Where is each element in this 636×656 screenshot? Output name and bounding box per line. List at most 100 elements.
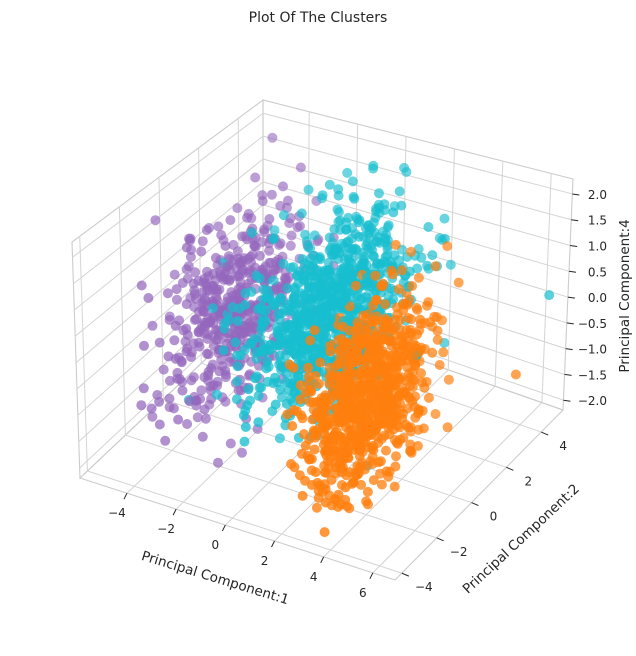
point-cluster-1 bbox=[232, 361, 243, 372]
point-cluster-2 bbox=[427, 347, 438, 358]
point-cluster-1 bbox=[240, 288, 251, 299]
point-cluster-1 bbox=[243, 384, 254, 395]
point-cluster-2 bbox=[344, 467, 355, 478]
point-cluster-1 bbox=[281, 377, 292, 388]
point-cluster-2 bbox=[391, 451, 401, 462]
point-cluster-2 bbox=[319, 397, 329, 408]
point-cluster-1 bbox=[361, 240, 372, 251]
y-tick-mark bbox=[436, 537, 444, 542]
point-cluster-1 bbox=[282, 302, 293, 313]
z-tick-mark bbox=[563, 399, 571, 402]
point-cluster-1 bbox=[416, 252, 427, 263]
point-cluster-0 bbox=[170, 320, 181, 331]
point-cluster-0 bbox=[197, 305, 208, 315]
y-tick-mark bbox=[401, 572, 409, 577]
point-cluster-2 bbox=[397, 408, 408, 419]
z-tick-mark bbox=[565, 348, 573, 351]
axis-ticks: −4 −2 0 2 4 6 −4 −2 0 2 4 −2.0 −1.5 −1.0 −0.5 0.0 0.5 1.0… bbox=[108, 188, 607, 600]
point-cluster-1 bbox=[339, 295, 350, 306]
point-cluster-2 bbox=[368, 445, 379, 455]
point-cluster-1 bbox=[297, 254, 308, 265]
point-cluster-1 bbox=[321, 288, 332, 299]
point-cluster-0 bbox=[234, 271, 245, 282]
point-cluster-0 bbox=[242, 212, 253, 223]
point-cluster-0 bbox=[232, 203, 243, 214]
point-cluster-1 bbox=[333, 190, 344, 201]
point-cluster-0 bbox=[199, 404, 210, 415]
point-cluster-1 bbox=[289, 291, 300, 302]
point-cluster-0 bbox=[158, 364, 169, 375]
point-cluster-0 bbox=[154, 396, 165, 407]
point-cluster-2 bbox=[303, 362, 314, 373]
y-tick-label: −4 bbox=[415, 580, 433, 594]
point-cluster-1 bbox=[232, 376, 243, 387]
point-cluster-0 bbox=[220, 241, 231, 251]
grid-line-z-left bbox=[72, 112, 264, 258]
point-cluster-1 bbox=[349, 193, 360, 204]
z-tick-mark bbox=[568, 270, 577, 273]
point-cluster-0 bbox=[203, 370, 214, 381]
point-cluster-1 bbox=[399, 162, 410, 173]
point-cluster-2 bbox=[413, 272, 424, 283]
point-cluster-2 bbox=[295, 380, 306, 391]
point-cluster-1 bbox=[268, 275, 279, 286]
point-cluster-0 bbox=[213, 221, 224, 232]
point-cluster-1 bbox=[235, 350, 246, 361]
point-cluster-2 bbox=[334, 345, 345, 356]
point-cluster-2 bbox=[410, 359, 421, 370]
x-tick-mark bbox=[172, 508, 177, 516]
point-cluster-1 bbox=[282, 283, 293, 294]
z-tick-label: 1.5 bbox=[588, 214, 607, 228]
point-cluster-1 bbox=[255, 332, 265, 343]
grid-line-y-floor bbox=[87, 470, 402, 574]
z-tick-label: −2.0 bbox=[578, 394, 607, 408]
z-tick-label: 0.5 bbox=[588, 265, 607, 279]
point-cluster-0 bbox=[204, 285, 215, 296]
point-cluster-1 bbox=[366, 223, 377, 234]
point-cluster-1 bbox=[258, 312, 269, 323]
point-cluster-0 bbox=[284, 272, 294, 283]
point-cluster-0 bbox=[193, 326, 204, 337]
point-cluster-0 bbox=[172, 367, 183, 378]
point-cluster-1 bbox=[262, 292, 273, 303]
point-cluster-1 bbox=[332, 204, 343, 215]
point-cluster-0 bbox=[267, 132, 278, 143]
point-cluster-2 bbox=[372, 398, 383, 409]
point-cluster-2 bbox=[352, 317, 363, 328]
point-cluster-0 bbox=[196, 246, 207, 257]
point-cluster-0 bbox=[202, 348, 212, 359]
point-cluster-1 bbox=[295, 347, 306, 357]
point-cluster-1 bbox=[317, 190, 328, 201]
point-cluster-2 bbox=[432, 334, 443, 345]
point-cluster-1 bbox=[353, 302, 363, 313]
point-cluster-1 bbox=[313, 306, 324, 317]
point-cluster-2 bbox=[404, 372, 415, 383]
point-cluster-2 bbox=[389, 373, 399, 384]
point-cluster-1 bbox=[324, 232, 335, 243]
y-tick-label: 2 bbox=[525, 474, 533, 488]
point-cluster-2 bbox=[343, 338, 354, 349]
point-cluster-2 bbox=[412, 441, 423, 451]
point-cluster-2 bbox=[295, 394, 306, 405]
point-cluster-2 bbox=[407, 281, 418, 291]
y-tick-label: 0 bbox=[490, 510, 498, 524]
z-tick-label: 0.0 bbox=[588, 291, 607, 305]
point-cluster-2 bbox=[370, 369, 381, 380]
y-axis-label: Principal Component:2 bbox=[460, 481, 583, 597]
point-cluster-2 bbox=[357, 409, 368, 420]
point-cluster-0 bbox=[194, 341, 205, 352]
point-cluster-2 bbox=[366, 391, 377, 402]
point-cluster-2 bbox=[376, 417, 387, 428]
point-cluster-1 bbox=[303, 260, 314, 271]
point-cluster-1 bbox=[261, 363, 272, 374]
point-cluster-2 bbox=[442, 422, 453, 433]
point-cluster-1 bbox=[256, 324, 267, 335]
point-cluster-1 bbox=[374, 202, 385, 213]
point-cluster-1 bbox=[306, 270, 317, 281]
point-cluster-2 bbox=[320, 467, 331, 478]
point-cluster-0 bbox=[162, 288, 173, 299]
point-cluster-2 bbox=[413, 408, 424, 419]
grid-line-x-floor bbox=[372, 402, 543, 574]
point-cluster-0 bbox=[136, 280, 147, 291]
point-cluster-2 bbox=[407, 396, 418, 407]
